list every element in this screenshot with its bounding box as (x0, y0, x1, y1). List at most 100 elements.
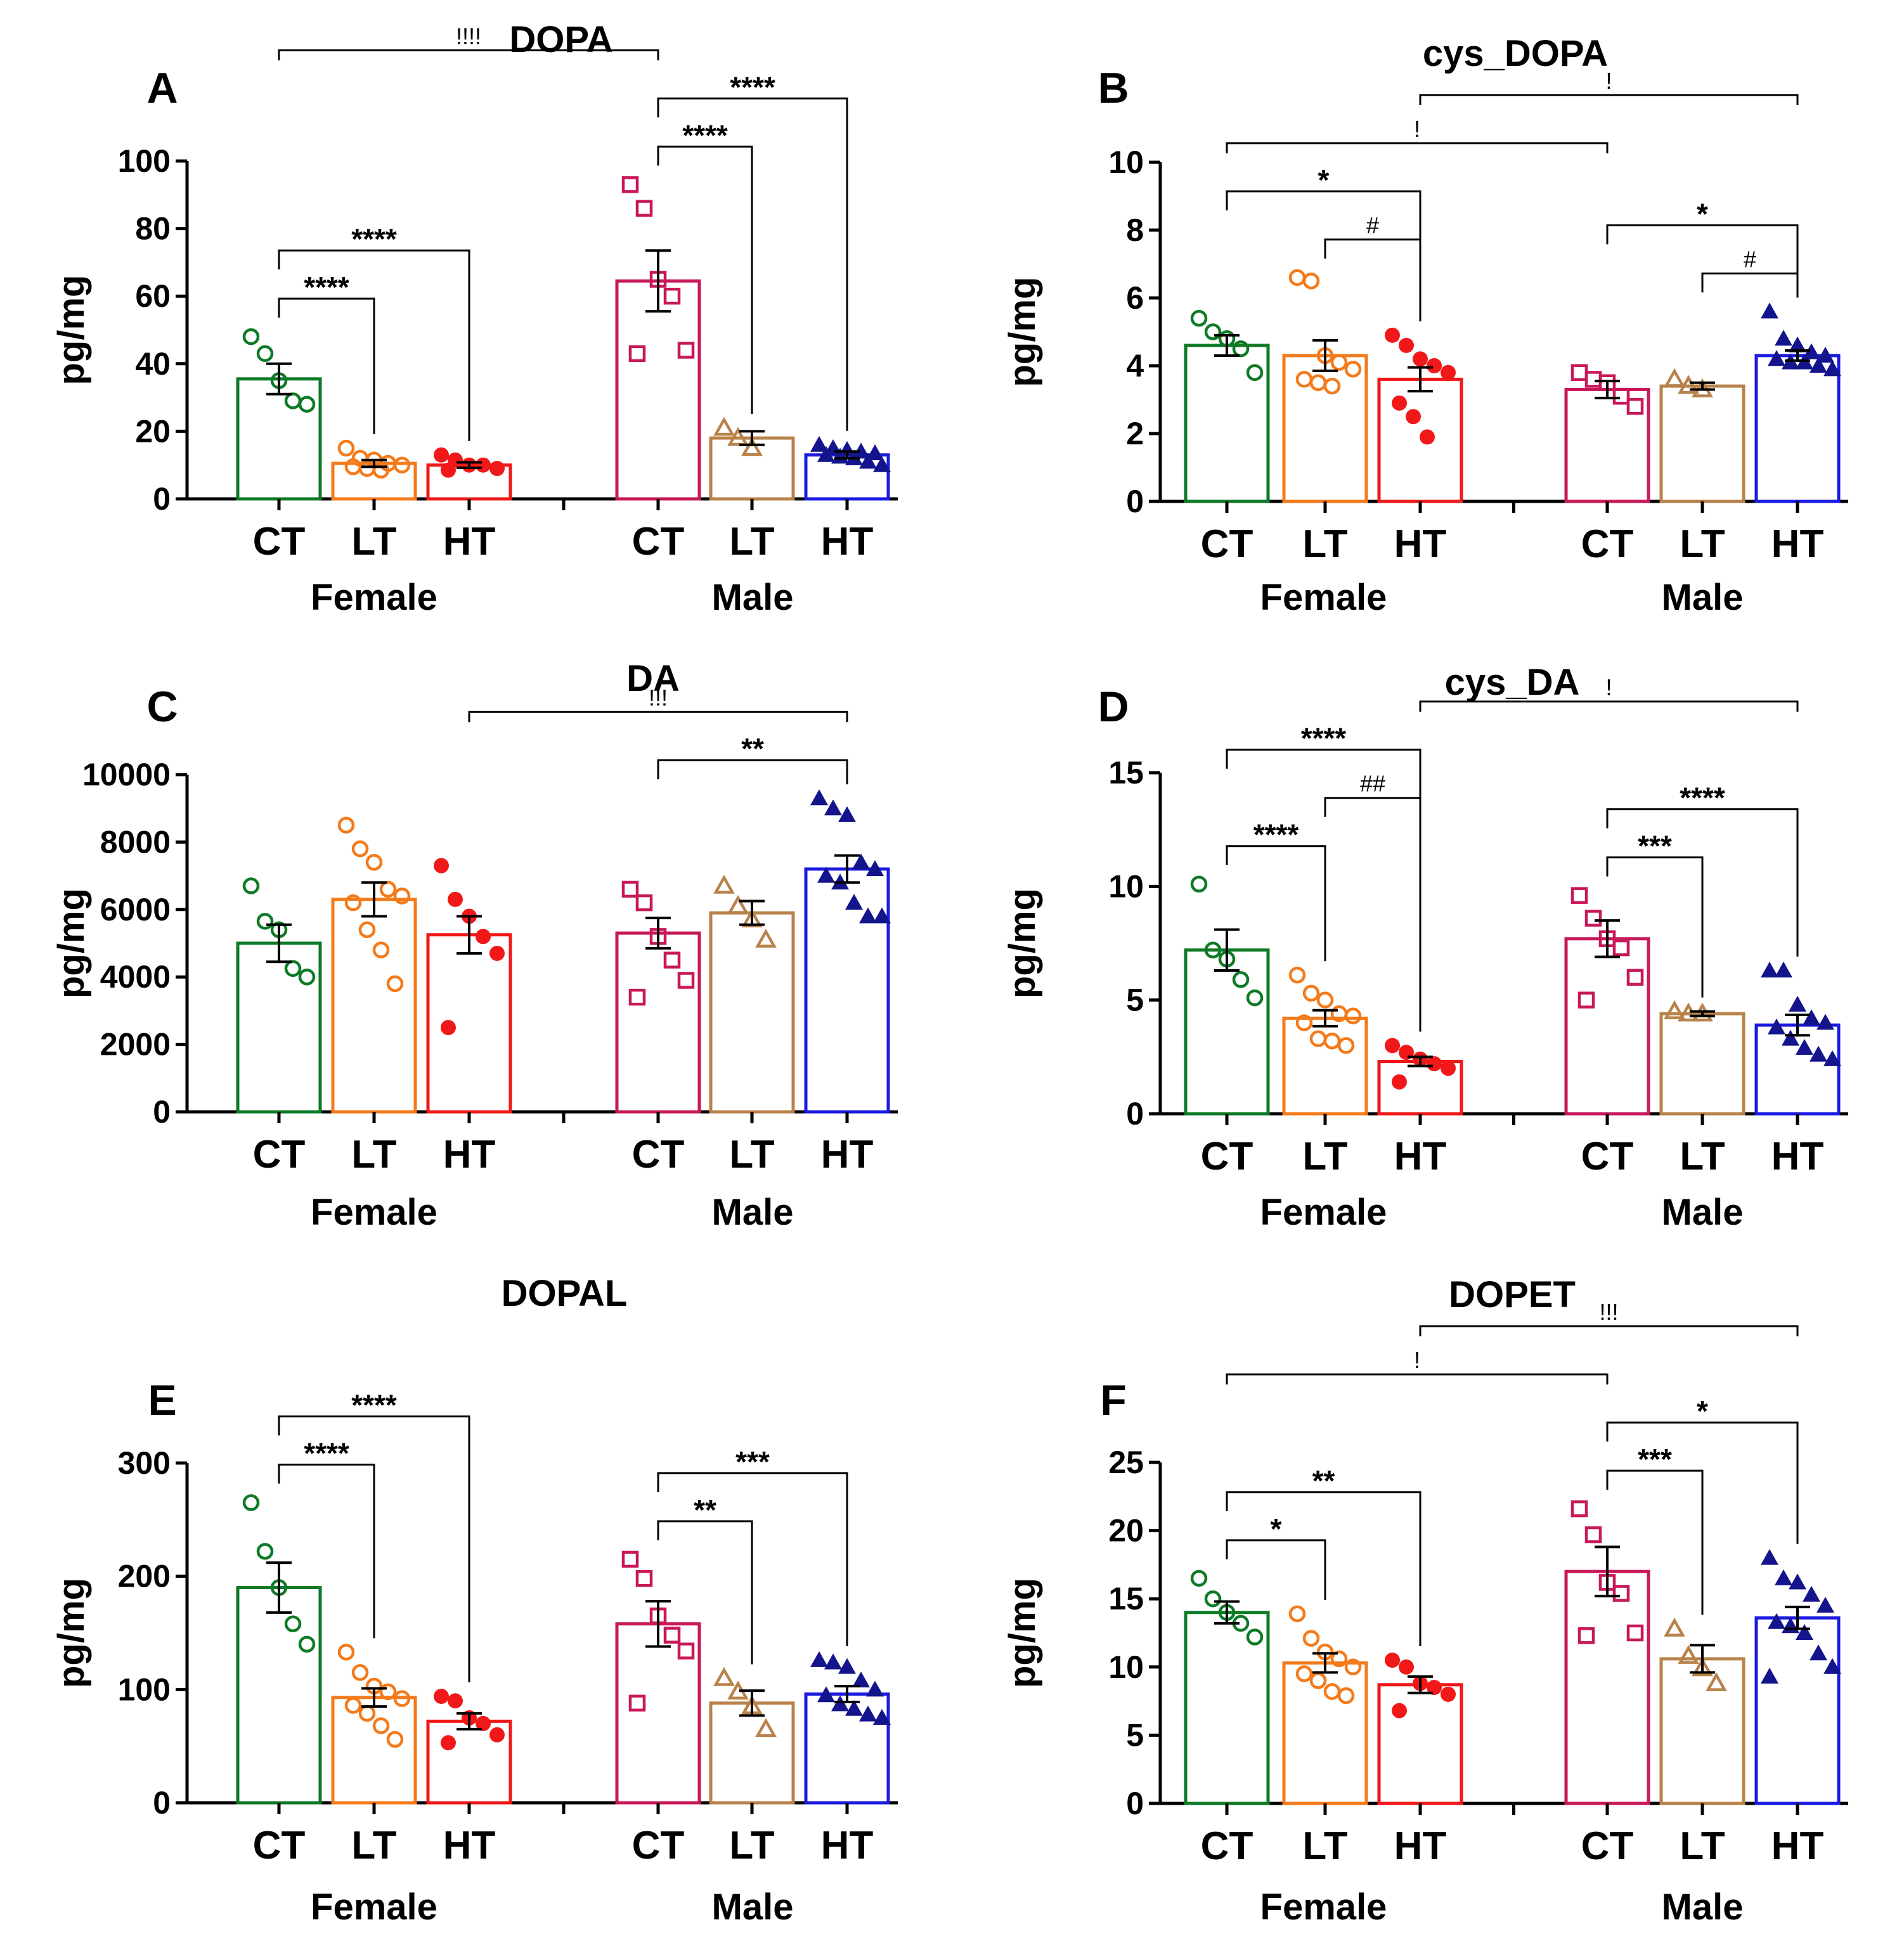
data-point (284, 392, 302, 409)
data-point (1626, 1624, 1644, 1642)
data-point (1626, 397, 1644, 415)
data-point (1288, 966, 1306, 984)
significance-label: *** (1638, 1443, 1672, 1476)
significance-bracket (1606, 1421, 1799, 1544)
bar-m_ht (1754, 354, 1841, 503)
data-point (1577, 1627, 1595, 1644)
data-point (866, 1680, 884, 1697)
bar-m_lt (709, 911, 795, 1114)
y-tick-label: 4 (1126, 348, 1144, 384)
significance-label: ** (694, 1493, 716, 1526)
panel-title: DOPA (509, 19, 612, 60)
data-point (1427, 1680, 1442, 1696)
data-point (256, 1543, 274, 1560)
data-point (1768, 1018, 1785, 1035)
data-point (713, 1666, 735, 1686)
data-point (365, 854, 383, 871)
significance-label: ! (1414, 1347, 1420, 1373)
significance-label: * (1318, 164, 1330, 197)
data-point (628, 345, 646, 363)
data-point (1664, 368, 1685, 387)
y-tick-label: 200 (118, 1559, 171, 1594)
data-point (1190, 1570, 1208, 1587)
significance-label: **** (1253, 818, 1299, 851)
data-point (1399, 1659, 1414, 1675)
x-tick-label: LT (1680, 1824, 1725, 1868)
bar-f_ht (426, 933, 512, 1114)
data-point (817, 446, 835, 462)
y-tick-label: 10000 (82, 757, 171, 792)
data-point (1775, 962, 1792, 978)
data-point (1323, 1683, 1341, 1700)
data-point (859, 453, 877, 469)
data-point (755, 929, 777, 948)
significance-label: ## (1360, 771, 1385, 797)
significance-bracket (1419, 1325, 1799, 1337)
x-tick-label: LT (351, 520, 396, 564)
data-point (873, 1709, 891, 1725)
data-point (1810, 1045, 1827, 1062)
y-tick-label: 8000 (100, 824, 171, 860)
data-point (824, 1653, 842, 1670)
data-point (298, 396, 316, 413)
significance-label: !!! (1599, 1299, 1618, 1325)
data-point (351, 840, 369, 858)
data-point (1413, 351, 1428, 367)
bar-f_ct (236, 1586, 322, 1805)
data-point (1323, 377, 1341, 395)
data-point (1706, 1672, 1727, 1691)
significance-bracket (1419, 700, 1799, 712)
data-point (1385, 1038, 1400, 1054)
data-point (1768, 350, 1785, 366)
data-point (713, 416, 735, 436)
data-point (1441, 1686, 1456, 1702)
data-point (441, 1735, 456, 1751)
data-point (621, 1550, 639, 1568)
data-point (810, 435, 828, 452)
data-point (1232, 971, 1250, 988)
y-tick-label: 10 (1108, 145, 1144, 180)
data-point (1803, 1585, 1820, 1602)
data-point (741, 437, 763, 456)
data-point (831, 1695, 849, 1712)
data-point (448, 891, 463, 907)
group-label-female: Female (311, 1886, 437, 1928)
y-axis-label: pg/mg (51, 888, 92, 998)
data-point (379, 880, 397, 898)
significance-bracket (1606, 808, 1799, 957)
data-point (489, 1727, 505, 1743)
group-label-female: Female (1260, 1886, 1387, 1928)
y-tick-label: 15 (1108, 1581, 1144, 1616)
data-point (1810, 1644, 1827, 1661)
data-point (677, 1642, 695, 1660)
data-point (1817, 1596, 1834, 1613)
data-point (337, 439, 355, 457)
data-point (1612, 1585, 1630, 1602)
x-tick-label: LT (729, 1824, 774, 1867)
data-point (1823, 1658, 1841, 1674)
panel-c: C DA 0 2000 4000 6000 8000 10000 pg/mg CT LT HT CT LT… (51, 658, 898, 1233)
data-point (1190, 309, 1208, 327)
data-point (1678, 1002, 1699, 1022)
y-tick-label: 0 (153, 1785, 171, 1821)
significance-bracket (657, 1520, 753, 1665)
x-tick-label: LT (1302, 522, 1347, 566)
data-point (1823, 1050, 1841, 1066)
y-tick-label: 6 (1126, 280, 1144, 316)
data-point (852, 853, 870, 870)
bar-m_ct (1564, 387, 1650, 503)
x-tick-label: HT (821, 520, 874, 564)
data-point (372, 941, 390, 958)
data-point (1664, 1000, 1685, 1019)
data-point (1392, 395, 1407, 411)
data-point (677, 342, 695, 359)
bar-m_lt (709, 436, 795, 501)
data-point (337, 816, 355, 834)
data-point (1761, 1549, 1778, 1565)
significance-label: ! (1414, 116, 1420, 142)
y-tick-label: 25 (1108, 1445, 1144, 1480)
data-point (1204, 323, 1222, 340)
